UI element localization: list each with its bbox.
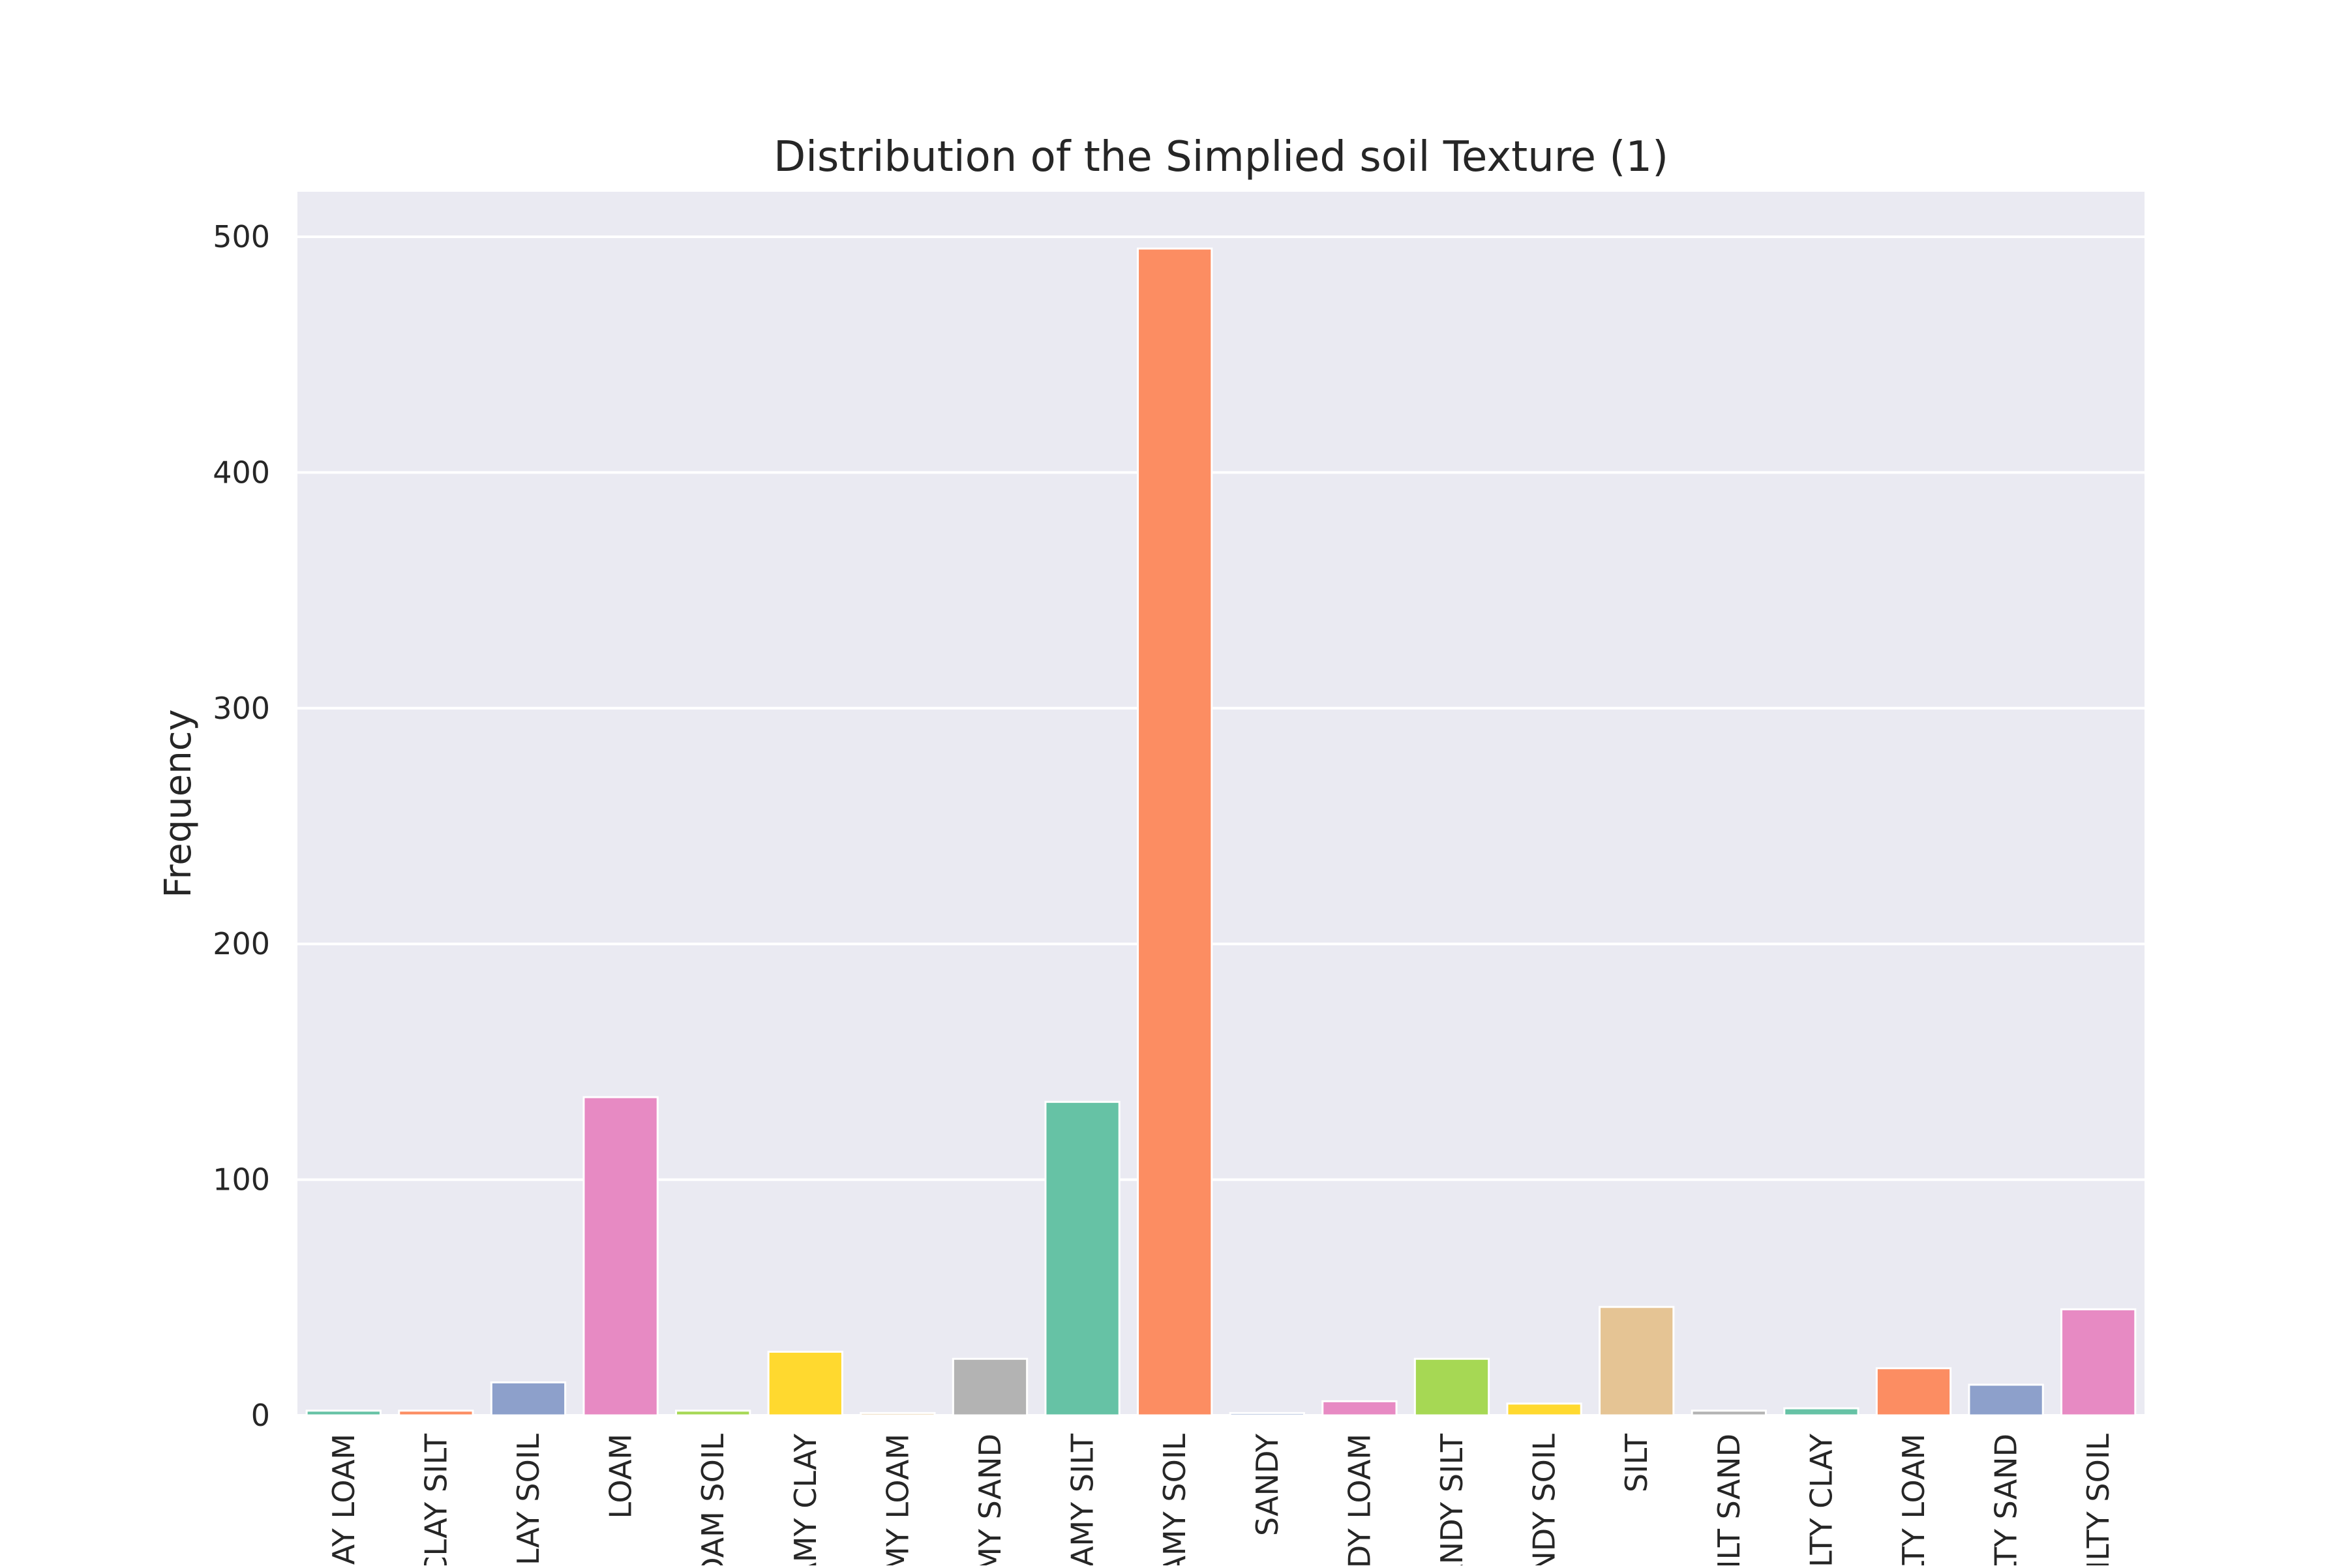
y-axis-label: Frequency — [157, 709, 200, 897]
x-tick-label: LOAMY SILT — [1065, 1433, 1100, 1565]
y-tick-label: 300 — [213, 691, 270, 726]
bar-sandy-silt — [1413, 1357, 1490, 1417]
bar-loamy-soil — [1137, 247, 1213, 1417]
bar-silty-soil — [2060, 1308, 2137, 1417]
x-tick-label: CLAY SOIL — [511, 1434, 546, 1565]
bars — [305, 247, 2137, 1417]
x-tick-label: CLAY SILT — [418, 1433, 453, 1565]
x-tick-label: LOAMY CLAY — [788, 1433, 823, 1565]
x-tick-label: LOAM SOIL — [695, 1434, 730, 1565]
bar-clay-silt — [398, 1410, 474, 1417]
x-tick-label: LOAMY SOIL — [1157, 1434, 1192, 1565]
bar-loam — [582, 1096, 659, 1417]
y-tick-label: 400 — [213, 455, 270, 490]
x-tick-labels: CLAY LOAM CLAY SILT CLAY SOIL LOAM LOAM SOIL… — [326, 1433, 2116, 1565]
x-tick-label: SILTY SOIL — [2081, 1434, 2116, 1565]
bar-silty-sand — [1968, 1383, 2044, 1417]
bar-loamy-sand — [952, 1357, 1029, 1417]
bar-loamy-clay — [767, 1350, 843, 1417]
x-tick-label: LOAMY LOAM — [880, 1434, 915, 1565]
bar-sandy-soil — [1506, 1402, 1582, 1417]
x-tick-label: SILTY LOAM — [1896, 1434, 1931, 1565]
bar-silt — [1599, 1306, 1675, 1417]
bar-loamy-silt — [1044, 1100, 1121, 1417]
bar-clay-loam — [305, 1410, 382, 1417]
bar-loamy-loam — [860, 1411, 936, 1417]
bar-silty-clay — [1783, 1407, 1859, 1417]
x-tick-label: SANDY SOIL — [1527, 1434, 1562, 1565]
x-tick-label: SILT — [1619, 1433, 1654, 1492]
chart-title: Distribution of the Simplied soil Textur… — [774, 133, 1668, 181]
x-tick-label: SANDY — [1250, 1433, 1285, 1536]
y-tick-label: 200 — [213, 926, 270, 961]
y-tick-label: 100 — [213, 1162, 270, 1198]
bar-loam-soil — [675, 1410, 751, 1417]
bar-clay-soil — [490, 1381, 567, 1417]
x-tick-label: SILT SAND — [1711, 1434, 1747, 1565]
x-tick-label: LOAM — [603, 1434, 639, 1519]
plot-background — [297, 192, 2145, 1415]
y-tick-labels: 0 100 200 300 400 500 — [213, 219, 270, 1433]
x-tick-label: SILTY SAND — [1989, 1434, 2024, 1565]
bar-silty-loam — [1875, 1367, 1952, 1417]
x-tick-label: SANDY LOAM — [1342, 1434, 1377, 1565]
x-tick-label: SILTY CLAY — [1803, 1433, 1839, 1565]
x-tick-label: LOAMY SAND — [972, 1434, 1008, 1565]
bar-silt-sand — [1691, 1410, 1767, 1417]
bar-sandy-loam — [1321, 1400, 1398, 1417]
bar-sandy — [1229, 1411, 1305, 1417]
x-tick-label: CLAY LOAM — [326, 1434, 361, 1565]
y-tick-label: 0 — [251, 1398, 270, 1433]
x-tick-label: SANDY SILT — [1434, 1433, 1469, 1565]
y-tick-label: 500 — [213, 219, 270, 254]
